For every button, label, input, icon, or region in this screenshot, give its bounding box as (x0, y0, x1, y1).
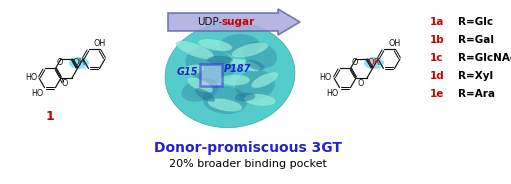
Text: Donor-promiscuous 3GT: Donor-promiscuous 3GT (154, 141, 342, 155)
Ellipse shape (244, 94, 276, 106)
Text: R=Ara: R=Ara (458, 89, 495, 99)
Ellipse shape (176, 41, 214, 59)
Text: O: O (357, 79, 363, 88)
Ellipse shape (165, 22, 295, 128)
Ellipse shape (208, 98, 242, 112)
Text: OH: OH (388, 39, 401, 48)
Text: 1e: 1e (430, 89, 445, 99)
Text: 1d: 1d (430, 71, 445, 81)
Text: sugar: sugar (222, 17, 256, 27)
Ellipse shape (220, 34, 260, 56)
Text: HO: HO (25, 73, 37, 82)
Text: OR: OR (367, 59, 380, 68)
Text: R=Glc: R=Glc (458, 17, 493, 27)
Ellipse shape (235, 70, 275, 100)
Text: P187: P187 (224, 64, 251, 74)
Ellipse shape (243, 42, 277, 68)
Ellipse shape (69, 57, 89, 69)
Ellipse shape (229, 59, 261, 71)
Ellipse shape (187, 77, 213, 93)
Text: R=Gal: R=Gal (458, 35, 494, 45)
Ellipse shape (180, 65, 204, 75)
Ellipse shape (181, 78, 219, 102)
Ellipse shape (251, 72, 279, 88)
Text: 1a: 1a (430, 17, 445, 27)
Text: O: O (352, 59, 358, 68)
Ellipse shape (245, 60, 265, 70)
Text: 20% broader binding pocket: 20% broader binding pocket (169, 159, 327, 169)
Text: 1: 1 (45, 109, 54, 123)
Ellipse shape (231, 42, 268, 58)
Text: HO: HO (31, 89, 43, 98)
Text: OH: OH (73, 59, 86, 68)
Text: G15: G15 (176, 67, 198, 77)
Text: HO: HO (326, 89, 338, 98)
Ellipse shape (195, 89, 215, 102)
Text: HO: HO (320, 73, 332, 82)
Bar (200, 64, 222, 86)
Text: 1b: 1b (430, 35, 445, 45)
Ellipse shape (235, 93, 255, 101)
Ellipse shape (198, 39, 233, 51)
Text: O: O (57, 59, 63, 68)
Text: R=GlcNAc: R=GlcNAc (458, 53, 511, 63)
FancyArrow shape (168, 9, 300, 35)
Text: OH: OH (94, 39, 106, 48)
Ellipse shape (185, 47, 235, 83)
Ellipse shape (202, 86, 247, 114)
Ellipse shape (207, 56, 233, 64)
Text: 1c: 1c (430, 53, 444, 63)
Text: UDP-: UDP- (197, 17, 222, 27)
Ellipse shape (220, 75, 250, 86)
Text: R=Xyl: R=Xyl (458, 71, 493, 81)
Ellipse shape (364, 57, 384, 69)
Text: O: O (62, 79, 68, 88)
